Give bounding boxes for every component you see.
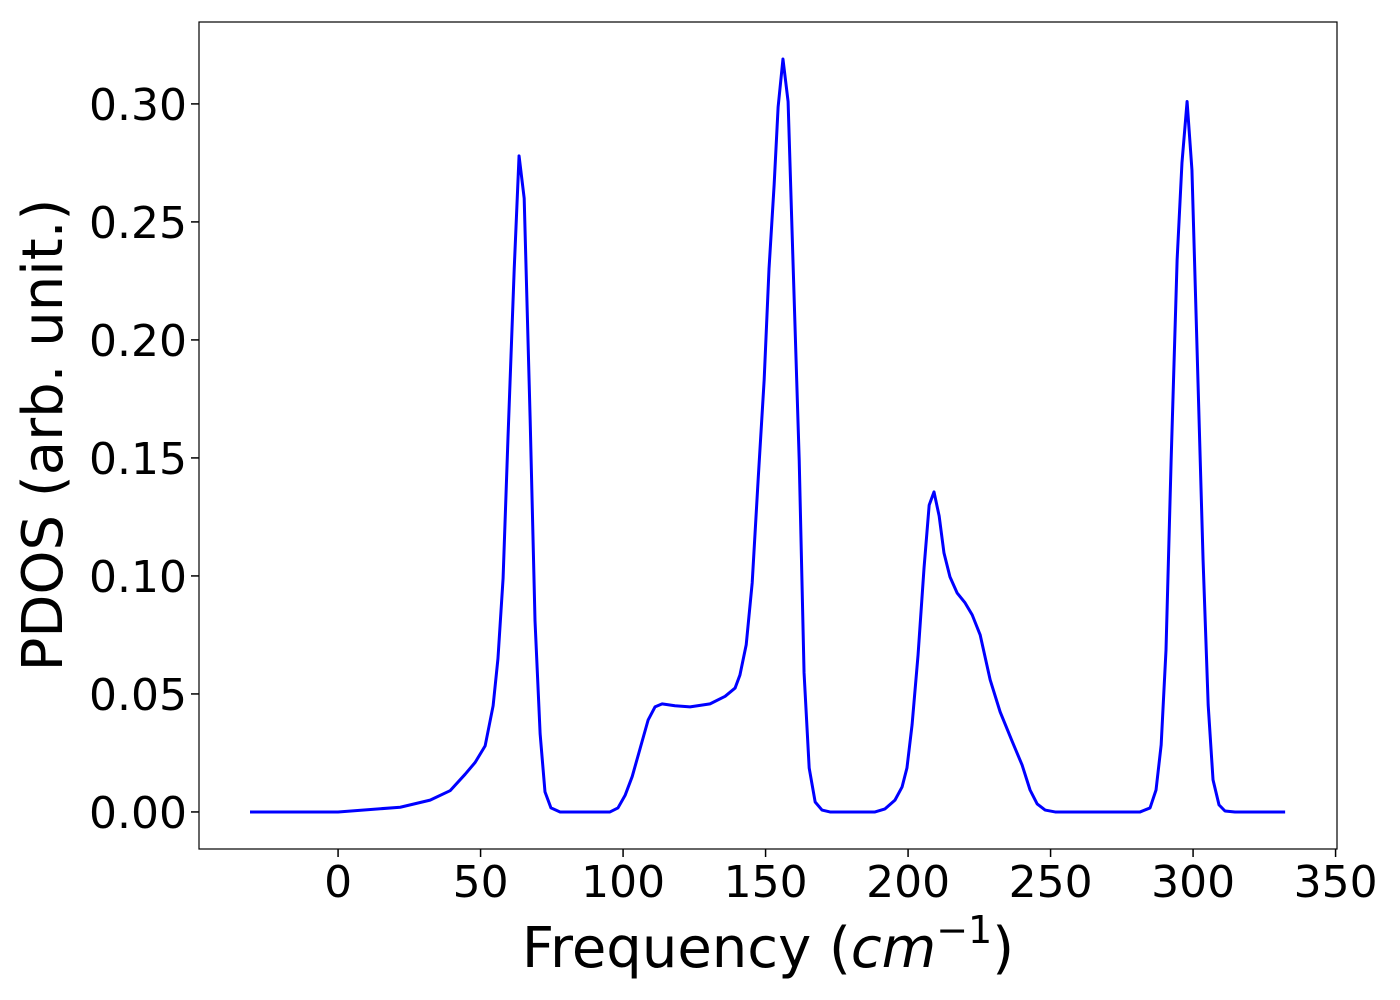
x-label-text: Frequency ( <box>522 916 851 981</box>
y-tick-label: 0.15 <box>89 434 187 485</box>
y-tick-label: 0.25 <box>89 198 187 249</box>
x-tick-label: 100 <box>581 857 665 908</box>
y-tick-label: 0.10 <box>89 552 187 603</box>
y-tick-label: 0.05 <box>89 670 187 721</box>
x-label-text: ) <box>992 916 1014 981</box>
x-label-superscript: −1 <box>936 908 992 952</box>
x-tick-label: 50 <box>453 857 509 908</box>
data-line <box>250 57 1286 814</box>
x-tick-label: 250 <box>1009 857 1093 908</box>
plot-frame <box>198 21 1338 850</box>
x-tick-label: 0 <box>324 857 352 908</box>
y-tick-label: 0.00 <box>89 788 187 839</box>
x-axis-label: Frequency (cm−1) <box>522 908 1014 981</box>
y-tick-label: 0.30 <box>89 80 187 131</box>
y-tick-label: 0.20 <box>89 316 187 367</box>
x-tick-label: 150 <box>724 857 808 908</box>
x-tick-label: 300 <box>1151 857 1235 908</box>
x-tick-label: 350 <box>1294 857 1378 908</box>
x-tick-label: 200 <box>866 857 950 908</box>
x-label-math: cm <box>851 916 936 981</box>
y-axis-label: PDOS (arb. unit.) <box>11 199 76 672</box>
